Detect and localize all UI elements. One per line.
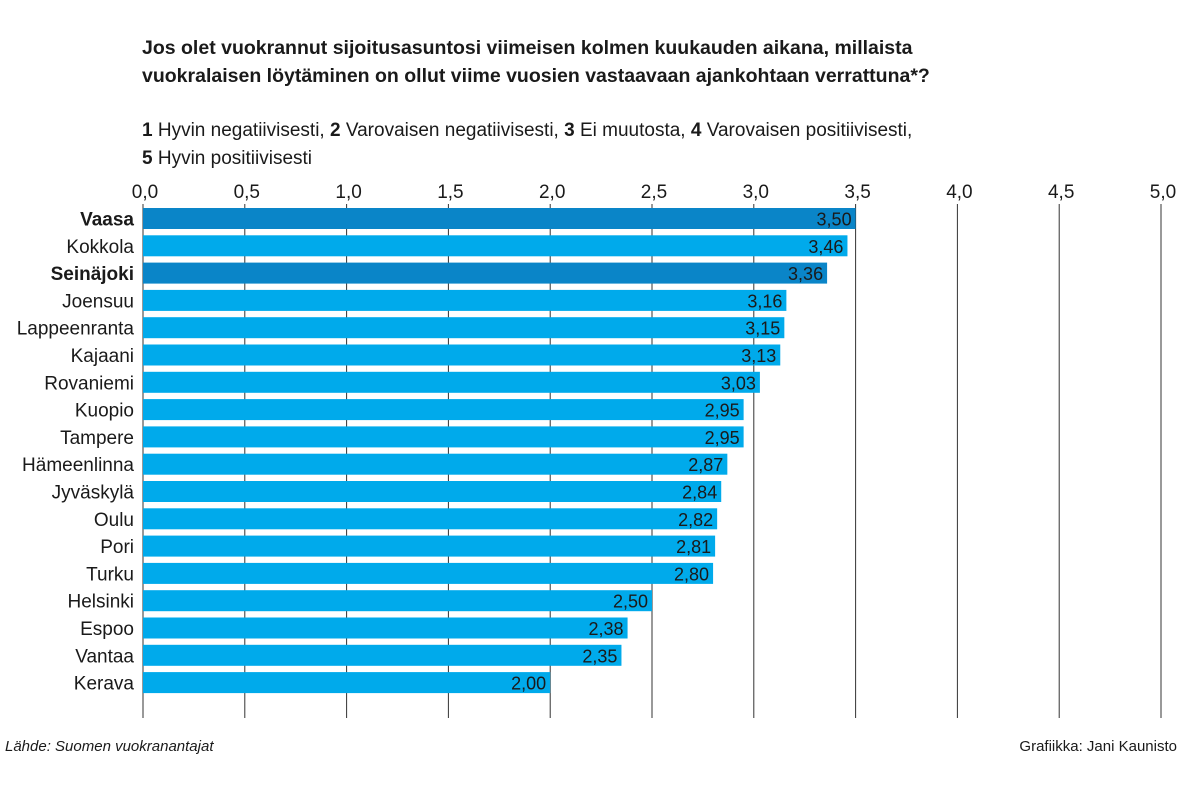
- category-label-1: Kokkola: [66, 237, 134, 258]
- category-label-2: Seinäjoki: [51, 264, 134, 285]
- value-label-3: 3,16: [747, 291, 782, 311]
- value-label-7: 2,95: [705, 401, 740, 421]
- source-note: Lähde: Suomen vuokranantajat: [5, 738, 214, 755]
- bar-15: [143, 617, 628, 639]
- legend-number-4: 4: [690, 120, 702, 141]
- legend-text-2: Varovaisen negatiivisesti,: [340, 120, 565, 141]
- x-tick-label-5: 2,5: [641, 182, 667, 203]
- category-label-0: Vaasa: [80, 210, 134, 231]
- bar-3: [143, 289, 787, 311]
- graphics-credit: Grafiikka: Jani Kaunisto: [1019, 738, 1177, 755]
- category-label-8: Tampere: [60, 428, 134, 449]
- legend-text-1: Hyvin negatiivisesti,: [152, 120, 330, 141]
- category-label-10: Jyväskylä: [52, 483, 135, 504]
- x-tick-label-1: 0,5: [234, 182, 260, 203]
- value-label-10: 2,84: [682, 483, 717, 503]
- value-label-11: 2,82: [678, 510, 713, 530]
- bar-2: [143, 262, 828, 284]
- chart-title-line-2: vuokralaisen löytäminen on ollut viime v…: [142, 65, 930, 87]
- value-label-9: 2,87: [688, 455, 723, 475]
- value-label-8: 2,95: [705, 428, 740, 448]
- category-label-15: Espoo: [80, 619, 134, 640]
- category-label-4: Lappeenranta: [17, 319, 135, 340]
- legend-text-4: Varovaisen positiivisesti,: [701, 120, 913, 141]
- category-label-3: Joensuu: [62, 291, 134, 312]
- legend-number-2: 2: [329, 120, 341, 141]
- x-tick-label-2: 1,0: [335, 182, 361, 203]
- bar-16: [143, 644, 622, 666]
- x-tick-label-4: 2,0: [539, 182, 565, 203]
- bar-9: [143, 453, 728, 475]
- category-label-11: Oulu: [94, 510, 134, 531]
- bar-13: [143, 562, 714, 584]
- value-label-16: 2,35: [582, 646, 617, 666]
- chart-title-line-1: Jos olet vuokrannut sijoitusasuntosi vii…: [142, 37, 913, 59]
- bar-4: [143, 317, 785, 339]
- legend-number-3: 3: [564, 120, 575, 141]
- value-label-17: 2,00: [511, 674, 546, 694]
- bar-7: [143, 399, 744, 421]
- scale-legend: 1 Hyvin negatiivisesti, 2 Varovaisen neg…: [142, 117, 1102, 173]
- legend-number-5: 5: [142, 148, 153, 169]
- x-tick-label-10: 5,0: [1150, 182, 1176, 203]
- category-label-12: Pori: [100, 537, 134, 558]
- x-tick-label-3: 1,5: [437, 182, 463, 203]
- x-tick-label-6: 3,0: [743, 182, 769, 203]
- category-label-9: Hämeenlinna: [22, 455, 134, 476]
- bar-10: [143, 481, 722, 502]
- legend-number-1: 1: [142, 120, 153, 141]
- value-label-6: 3,03: [721, 373, 756, 393]
- bar-12: [143, 535, 716, 557]
- category-label-6: Rovaniemi: [44, 373, 134, 394]
- category-label-13: Turku: [86, 564, 134, 585]
- legend-text-5: Hyvin positiivisesti: [152, 148, 313, 169]
- category-label-14: Helsinki: [67, 592, 134, 613]
- bar-14: [143, 590, 652, 612]
- bar-0: [143, 208, 856, 229]
- bar-17: [143, 672, 551, 694]
- value-label-5: 3,13: [741, 346, 776, 366]
- bar-1: [143, 235, 848, 257]
- category-label-7: Kuopio: [75, 401, 134, 422]
- value-label-2: 3,36: [788, 264, 823, 284]
- bar-8: [143, 426, 744, 448]
- value-label-0: 3,50: [817, 210, 852, 230]
- category-label-16: Vantaa: [75, 646, 134, 667]
- value-label-13: 2,80: [674, 564, 709, 584]
- x-tick-label-9: 4,5: [1048, 182, 1074, 203]
- chart-title: Jos olet vuokrannut sijoitusasuntosi vii…: [142, 34, 1042, 90]
- value-label-1: 3,46: [808, 237, 843, 257]
- bar-6: [143, 371, 760, 393]
- x-tick-label-7: 3,5: [844, 182, 870, 203]
- value-label-12: 2,81: [676, 537, 711, 557]
- x-tick-label-0: 0,0: [132, 182, 158, 203]
- value-label-4: 3,15: [745, 319, 780, 339]
- category-label-5: Kajaani: [71, 346, 134, 367]
- x-tick-label-8: 4,0: [946, 182, 972, 203]
- value-label-14: 2,50: [613, 592, 648, 612]
- category-label-17: Kerava: [74, 674, 135, 695]
- bar-11: [143, 508, 718, 530]
- legend-text-3: Ei muutosta,: [574, 120, 691, 141]
- value-label-15: 2,38: [589, 619, 624, 639]
- bar-5: [143, 344, 781, 366]
